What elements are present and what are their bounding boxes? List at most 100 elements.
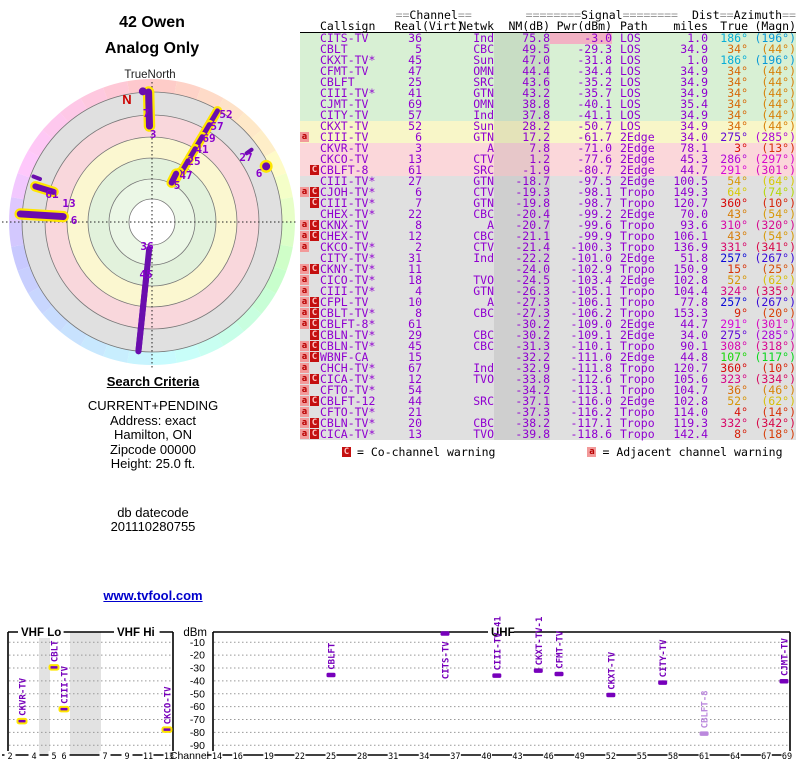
- azimuth-hue-ring-sector: [196, 334, 224, 357]
- search-height: Height: 25.0 ft.: [110, 456, 196, 471]
- spectrum-station-bar[interactable]: [16, 717, 28, 725]
- azimuth-hue-ring-sector: [235, 305, 262, 332]
- callsign-cell: CIII-TV*: [320, 174, 376, 188]
- tvfool-link[interactable]: www.tvfool.com: [103, 588, 203, 603]
- spectrum-station-bar[interactable]: [326, 672, 336, 678]
- azimuth-hue-ring-sector: [60, 98, 87, 123]
- callsign-cell: CBLN-TV*: [320, 339, 376, 353]
- warning-flags: aC: [300, 99, 320, 110]
- radar-station-bar[interactable]: [145, 88, 153, 130]
- azimuth-hue-ring-sector: [17, 266, 40, 294]
- warning-flags: aC: [300, 242, 309, 252]
- table-row: aCCIII-TV*7GTN-19.8-98.7Tropo120.7360°(1…: [300, 197, 796, 209]
- col-real: Real: [394, 19, 422, 33]
- table-row: a C CBLN-TV* 20 CBC -38.2 -117.1 Tropo 119.3 332°…: [300, 416, 796, 430]
- warning-flags: aC: [310, 198, 319, 208]
- azimuth-hue-ring-sector: [28, 130, 53, 157]
- spectrum-station-label: CBLFT-8: [701, 690, 711, 728]
- radar-channel-label: 6: [71, 214, 78, 227]
- radar-station-bar[interactable]: [135, 268, 150, 355]
- callsign-cell: CIII-TV*: [320, 86, 376, 100]
- table-row: a C CBLT-TV* 8 CBC -27.3 -106.2 Tropo 153.3 9° (20…: [300, 306, 796, 320]
- channel-tick-label: 43: [512, 752, 522, 762]
- channel-tick-label: 7: [102, 752, 107, 762]
- radar-station-bar[interactable]: [32, 183, 57, 195]
- callsign-cell: CKVR-TV: [320, 141, 369, 155]
- spectrum-station-bar[interactable]: [554, 671, 564, 677]
- radar-channel-label: 57: [210, 120, 223, 133]
- callsign-cell: CKXT-TV*: [320, 53, 376, 67]
- warning-flags: aC: [300, 407, 309, 417]
- radar-station-bar[interactable]: [168, 170, 180, 186]
- table-row: aCCICO-TV*18TVO-24.5-103.42Edge102.852°(…: [300, 273, 796, 287]
- radar-station-bar[interactable]: [16, 210, 67, 221]
- site-link-wrap: www.tvfool.com: [0, 588, 306, 603]
- frequency-spectrum-chart: VHF Lo VHF Hi2 4 5 6 7 9 11 13CKVR-TVCBLTCIII-TV…: [2, 616, 793, 762]
- dbm-tick-label: -70: [190, 714, 205, 726]
- spectrum-station-bar[interactable]: [48, 664, 60, 671]
- channel-tick-label: 22: [295, 752, 305, 762]
- spectrum-station-bar[interactable]: [58, 705, 70, 713]
- channel-tick-chip: [760, 751, 772, 760]
- callsign-cell: CICO-TV*: [320, 273, 376, 287]
- true-north-label: TrueNorth: [124, 69, 175, 81]
- spectrum-station-bar[interactable]: [779, 679, 789, 684]
- radar-channel-label: 13: [62, 197, 75, 210]
- channel-tick-label: 34: [419, 752, 429, 762]
- col-magn: (Magn): [754, 19, 796, 33]
- band-label: VHF Hi: [117, 627, 155, 639]
- spectrum-station-bar[interactable]: [440, 631, 450, 636]
- channel-tick-chip: [211, 751, 223, 760]
- channel-tick-chip: [48, 751, 60, 760]
- spectrum-station-label: CFMT-TV: [556, 630, 566, 669]
- spectrum-station-label: CKXT-TV-1: [535, 617, 545, 666]
- table-row: a C CBLN-TV* 45 CBC -31.3 -110.1 Tropo 90.1 308°(…: [300, 339, 796, 353]
- channel-tick-chip: [667, 751, 679, 760]
- azimuth-hue-ring-sector: [251, 130, 276, 157]
- table-row: a C CKNX-TV 8 A -20.7 -99.6 Tropo 93.6 310° (320°): [300, 218, 796, 232]
- warning-flags: aC: [300, 44, 320, 55]
- spectrum-station-bar[interactable]: [606, 692, 616, 698]
- warning-flags: aC: [300, 363, 309, 373]
- radar-station-bar[interactable]: [244, 147, 254, 156]
- table-row: aCCIII-TV6GTN17.2-61.72Edge34.0275°(285°…: [300, 130, 796, 144]
- spectrum-station-bar[interactable]: [658, 680, 668, 685]
- channel-tick-label: 31: [388, 752, 398, 762]
- spectrum-station-bar[interactable]: [699, 731, 709, 736]
- channel-tick-label: 40: [481, 752, 491, 762]
- callsign-cell: CFTO-TV*: [320, 383, 376, 397]
- callsign-cell: CJMT-TV: [320, 97, 369, 111]
- radar-station-dot[interactable]: [138, 87, 147, 96]
- warning-flags: aC: [300, 385, 309, 395]
- warning-flags: aC: [300, 176, 320, 187]
- dbm-tick-label: -50: [190, 688, 205, 700]
- channel-tick-label: 61: [699, 752, 709, 762]
- warning-flags: aC: [310, 165, 319, 175]
- warning-flags: aC: [300, 66, 320, 77]
- channel-tick-chip: [121, 751, 133, 760]
- spectrum-station-bar[interactable]: [533, 668, 543, 673]
- table-row: aCCKCO-TV13CTV1.2-77.62Edge45.3286°(297°…: [300, 153, 796, 165]
- spectrum-station-bar[interactable]: [161, 726, 173, 733]
- group-header-dist: Dist: [691, 8, 720, 22]
- band-label-chip: [18, 626, 64, 638]
- callsign-cell: CITY-TV: [320, 108, 369, 122]
- spectrum-station-bar[interactable]: [492, 673, 502, 678]
- channel-axis-title: Channel: [170, 750, 209, 762]
- azimuth-hue-ring-sector: [80, 334, 108, 357]
- channel-tick-chip: [480, 751, 492, 760]
- channel-tick-chip: [387, 751, 399, 760]
- radar-station-dot[interactable]: [262, 162, 271, 171]
- radar-station-bar[interactable]: [31, 174, 42, 181]
- radar-channel-label: 36: [140, 240, 154, 253]
- spectrum-station-label: CITY-TV: [659, 639, 669, 678]
- callsign-cell: CBLFT-12: [320, 394, 376, 408]
- callsign-cell: CBLT-TV*: [320, 306, 376, 320]
